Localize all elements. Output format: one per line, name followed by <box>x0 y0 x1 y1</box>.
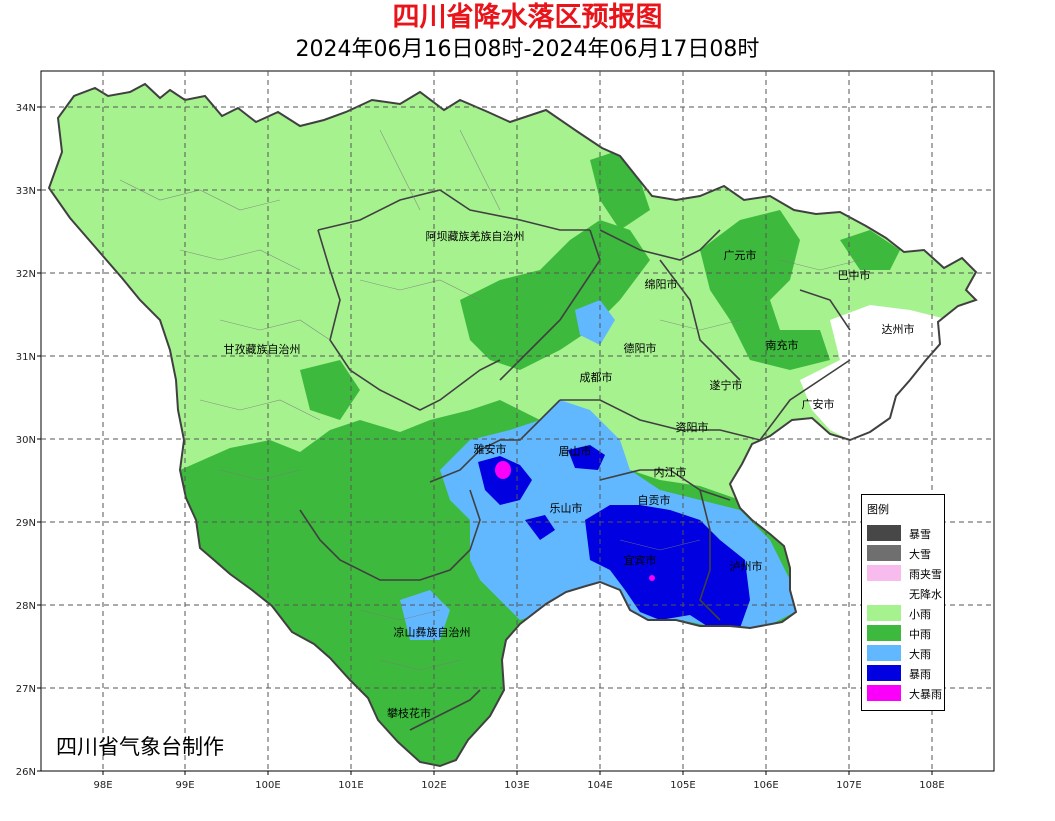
y-tick-label: 34N <box>16 103 36 114</box>
legend-swatch <box>867 645 901 661</box>
legend: 图例 暴雪大雪雨夹雪无降水小雨中雨大雨暴雨大暴雨 <box>861 494 945 711</box>
legend-label: 暴雪 <box>909 528 931 541</box>
x-tick-label: 101E <box>338 780 363 791</box>
no-rain-area-dazhou <box>800 305 950 440</box>
legend-item: 暴雪 <box>867 524 945 542</box>
region-label-panzhihua: 攀枝花市 <box>387 706 431 720</box>
y-tick-label: 30N <box>16 435 36 446</box>
region-label-liangshan: 凉山彝族自治州 <box>394 625 471 639</box>
legend-label: 无降水 <box>909 588 942 601</box>
legend-swatch <box>867 545 901 561</box>
legend-item: 大雪 <box>867 544 945 562</box>
region-label-chengdu: 成都市 <box>580 370 613 384</box>
region-label-meishan: 眉山市 <box>559 444 592 458</box>
moderate-rain-area-bazhong <box>840 230 900 270</box>
legend-item: 中雨 <box>867 624 945 642</box>
rainstorm-area-meishan <box>568 445 605 470</box>
moderate-rain-area-central <box>460 220 650 370</box>
y-tick-label: 31N <box>16 352 36 363</box>
moderate-rain-area-ganzi <box>300 360 360 420</box>
y-tick-label: 32N <box>16 269 36 280</box>
legend-swatch <box>867 665 901 681</box>
legend-label: 雨夹雪 <box>909 568 942 581</box>
forecast-period: 2024年06月16日08时-2024年06月17日08时 <box>295 37 760 62</box>
x-tick-label: 107E <box>836 780 861 791</box>
legend-label: 大雨 <box>909 648 931 661</box>
region-label-guangyuan: 广元市 <box>724 248 757 262</box>
heavy-rain-area-north <box>575 300 615 345</box>
region-label-bazhong: 巴中市 <box>838 268 871 282</box>
legend-label: 小雨 <box>909 608 931 621</box>
region-label-ziyang: 资阳市 <box>676 420 709 434</box>
region-label-deyang: 德阳市 <box>624 341 657 355</box>
graticule <box>41 71 994 771</box>
severe-rainstorm-area-yibin <box>649 575 655 581</box>
legend-swatch <box>867 685 901 701</box>
y-tick-label: 28N <box>16 601 36 612</box>
region-label-ganzi: 甘孜藏族自治州 <box>224 342 301 356</box>
region-label-suining: 遂宁市 <box>710 378 743 392</box>
y-tick-label: 33N <box>16 186 36 197</box>
legend-swatch <box>867 525 901 541</box>
region-label-aba: 阿坝藏族羌族自治州 <box>426 229 525 243</box>
region-label-mianyang: 绵阳市 <box>645 277 678 291</box>
legend-label: 大雪 <box>909 548 931 561</box>
legend-item: 无降水 <box>867 584 945 602</box>
legend-swatch <box>867 565 901 581</box>
x-tick-label: 98E <box>93 780 112 791</box>
legend-swatch <box>867 605 901 621</box>
map-title: 四川省降水落区预报图 <box>392 2 663 33</box>
region-label-guangan: 广安市 <box>802 397 835 411</box>
x-tick-label: 108E <box>919 780 944 791</box>
region-label-zigong: 自贡市 <box>638 493 671 507</box>
heavy-rain-area-west <box>400 590 450 640</box>
region-label-yaan: 雅安市 <box>474 442 507 456</box>
x-tick-label: 105E <box>670 780 695 791</box>
rainstorm-area-yaan <box>478 456 532 505</box>
legend-item: 暴雨 <box>867 664 945 682</box>
y-tick-label: 29N <box>16 518 36 529</box>
legend-item: 大暴雨 <box>867 684 945 702</box>
legend-title: 图例 <box>867 503 889 516</box>
legend-item: 小雨 <box>867 604 945 622</box>
producer-credit: 四川省气象台制作 <box>56 735 224 759</box>
x-tick-label: 99E <box>175 780 194 791</box>
region-label-dazhou: 达州市 <box>882 322 915 336</box>
legend-swatch <box>867 625 901 641</box>
y-tick-label: 27N <box>16 684 36 695</box>
legend-label: 中雨 <box>909 628 931 641</box>
legend-label: 大暴雨 <box>909 688 942 701</box>
legend-item: 大雨 <box>867 644 945 662</box>
region-label-luzhou: 泸州市 <box>730 559 763 573</box>
y-tick-label: 26N <box>16 767 36 778</box>
severe-rainstorm-area-yaan <box>495 461 511 479</box>
x-tick-label: 106E <box>753 780 778 791</box>
x-tick-label: 103E <box>504 780 529 791</box>
sichuan-province-boundary <box>47 82 978 768</box>
x-tick-label: 102E <box>421 780 446 791</box>
longitude-ticks: 98E 99E 100E 101E 102E 103E 104E 105E 106E 107E 10… <box>93 771 945 791</box>
legend-label: 暴雨 <box>909 668 931 681</box>
region-label-leshan: 乐山市 <box>550 501 583 515</box>
x-tick-label: 100E <box>255 780 280 791</box>
region-label-yibin: 宜宾市 <box>624 553 657 567</box>
region-label-nanchong: 南充市 <box>766 338 799 352</box>
rainstorm-area-leshan <box>525 515 555 540</box>
moderate-rain-area-northeast <box>700 210 830 370</box>
region-label-neijiang: 内江市 <box>654 465 687 479</box>
legend-item: 雨夹雪 <box>867 564 945 582</box>
x-tick-label: 104E <box>587 780 612 791</box>
rainstorm-area-yibin <box>585 505 750 628</box>
latitude-ticks: 34N 33N 32N 31N 30N 29N 28N 27N 26N <box>16 103 41 778</box>
legend-swatch <box>867 585 901 601</box>
county-boundaries <box>119 129 861 671</box>
